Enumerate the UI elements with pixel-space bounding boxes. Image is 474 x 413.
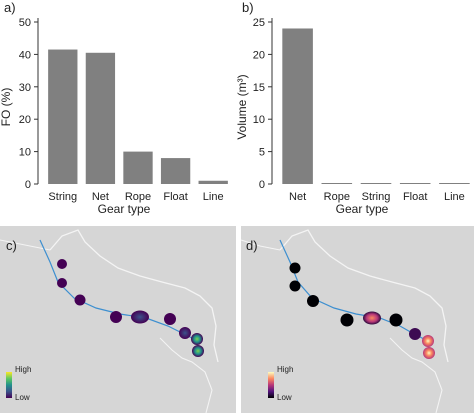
site-marker-d: [409, 328, 421, 340]
site-marker-c: [191, 333, 203, 345]
y-tick-label: 5: [259, 147, 265, 159]
site-marker-d: [363, 311, 381, 325]
bar-net: [282, 28, 313, 185]
color-scale-bar-d: [268, 372, 274, 398]
scale-low-label-d: Low: [277, 393, 292, 402]
panel-label-c: c): [6, 238, 17, 253]
x-axis-label-b: Gear type: [336, 202, 389, 216]
site-marker-d: [389, 313, 403, 327]
x-tick-label: String: [48, 191, 77, 203]
coast-line-c: [159, 337, 213, 413]
x-tick-label: Net: [289, 191, 306, 203]
river-line-c: [39, 239, 197, 341]
x-tick-label: Float: [403, 191, 427, 203]
y-tick-label: 40: [19, 49, 31, 61]
bar-float: [399, 183, 431, 184]
y-tick-label: 30: [19, 82, 31, 94]
bar-float: [160, 158, 191, 184]
y-tick-label: 10: [19, 147, 31, 159]
site-marker-c: [74, 294, 86, 306]
site-marker-c: [57, 278, 67, 288]
map-panel-d: High Low d): [240, 226, 474, 413]
x-tick-label: String: [362, 191, 391, 203]
y-tick-label: 10: [253, 114, 265, 126]
scale-low-label-c: Low: [15, 393, 30, 402]
x-tick-label: Net: [92, 191, 109, 203]
bar-net: [85, 52, 116, 184]
site-marker-d: [340, 313, 354, 327]
x-tick-label: Rope: [324, 191, 350, 203]
bar-chart-volume: b) Volume (m³) Gear type 0 5 10 15 20 25 Net R…: [235, 0, 470, 216]
y-axis-label-a: FO (%): [0, 88, 13, 127]
map-background-d: [241, 226, 474, 413]
y-axis-label-b: Volume (m³): [235, 74, 249, 139]
x-tick-label: Rope: [125, 191, 151, 203]
bar-chart-fo: a) FO (%) Gear type 0 10 20 30 40 50 String Ne…: [0, 0, 228, 216]
y-tick-label: 15: [253, 82, 265, 94]
site-marker-c: [164, 313, 176, 325]
y-tick-label: 25: [253, 17, 265, 29]
y-tick-label: 50: [19, 17, 31, 29]
site-marker-c: [131, 310, 149, 324]
x-tick-label: Float: [163, 191, 187, 203]
x-tick-label: Line: [203, 191, 224, 203]
y-tick-label: 0: [259, 179, 265, 191]
x-axis-label-a: Gear type: [98, 202, 151, 216]
y-tick-label: 0: [25, 179, 31, 191]
scale-high-label-c: High: [15, 365, 31, 374]
bar-rope: [123, 151, 153, 184]
map-panel-c: High Low c): [0, 226, 236, 413]
scale-high-label-d: High: [277, 365, 293, 374]
site-marker-d: [307, 295, 319, 307]
border-line-c: [49, 229, 219, 363]
panel-label-b: b): [242, 0, 254, 15]
site-marker-d: [289, 262, 301, 274]
site-marker-d: [423, 347, 435, 359]
site-marker-c: [57, 259, 67, 269]
site-marker-c: [179, 327, 191, 339]
panel-label-a: a): [4, 0, 16, 15]
panel-label-d: d): [246, 238, 258, 253]
border-line-d2: [240, 239, 281, 251]
bar-string: [360, 183, 392, 184]
x-tick-label: Line: [444, 191, 465, 203]
site-marker-c: [110, 311, 122, 323]
border-line-d: [279, 229, 449, 363]
y-tick-label: 20: [19, 114, 31, 126]
bar-rope: [321, 183, 353, 184]
coast-line-d: [389, 337, 443, 413]
site-marker-d: [422, 335, 434, 347]
color-scale-bar-c: [6, 372, 12, 398]
site-marker-d: [289, 280, 301, 292]
y-tick-label: 20: [253, 49, 265, 61]
bar-line: [198, 180, 228, 184]
site-marker-c: [192, 345, 204, 357]
bar-line: [439, 183, 470, 184]
bar-string: [48, 49, 78, 184]
